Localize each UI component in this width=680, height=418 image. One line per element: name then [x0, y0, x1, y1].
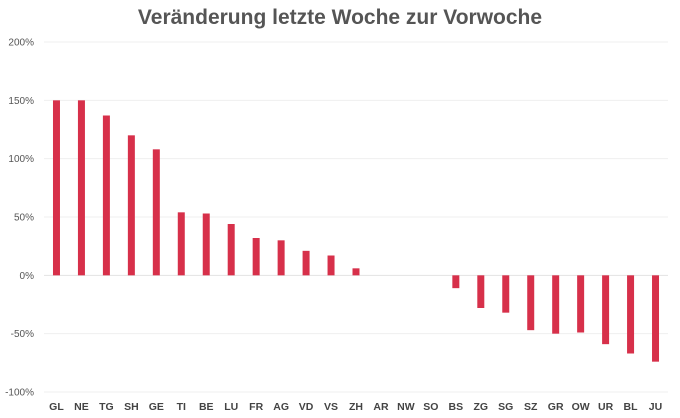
- x-tick-label: NW: [397, 401, 415, 413]
- bar-zh: [352, 268, 360, 276]
- x-tick-label: TG: [99, 401, 114, 413]
- x-tick-label: GE: [149, 401, 164, 413]
- bar-sh: [127, 135, 135, 276]
- chart-title: Veränderung letzte Woche zur Vorwoche: [137, 6, 543, 29]
- x-tick-label: GL: [49, 401, 64, 413]
- y-tick-label: 50%: [14, 213, 34, 224]
- x-tick-label: BE: [199, 401, 214, 413]
- x-tick-label: OW: [572, 401, 590, 413]
- bar-gl: [52, 100, 60, 276]
- bars: [52, 100, 660, 362]
- x-tick-label: SO: [423, 401, 438, 413]
- x-axis-labels: GL NE TG SH GE TI BE LU FR AG VD VS ZH AR NW SO BS ZG SG SZ…: [49, 401, 662, 413]
- bar-vs: [327, 255, 335, 276]
- bar-be: [202, 213, 210, 276]
- bar-lu: [227, 224, 235, 276]
- bar-ju: [652, 275, 660, 362]
- x-tick-label: ZH: [349, 401, 363, 413]
- bar-bl: [627, 275, 635, 354]
- bar-sg: [502, 275, 510, 313]
- bar-bs: [452, 275, 460, 289]
- x-tick-label: ZG: [474, 401, 489, 413]
- y-tick-label: -50%: [11, 329, 34, 340]
- x-tick-label: VD: [299, 401, 314, 413]
- x-tick-label: BL: [624, 401, 639, 413]
- x-tick-label: SG: [498, 401, 513, 413]
- x-tick-label: AG: [273, 401, 289, 413]
- bar-ti: [177, 212, 185, 276]
- y-tick-label: 200%: [8, 38, 34, 49]
- gridlines: [44, 41, 668, 393]
- x-tick-label: AR: [373, 401, 389, 413]
- bar-gr: [552, 275, 560, 334]
- bar-ge: [152, 149, 160, 276]
- bar-ag: [277, 240, 285, 276]
- bar-ur: [602, 275, 610, 345]
- y-tick-label: -100%: [5, 388, 34, 399]
- bar-ow: [577, 275, 585, 333]
- x-tick-label: GR: [548, 401, 564, 413]
- x-tick-label: LU: [224, 401, 238, 413]
- x-tick-label: UR: [598, 401, 614, 413]
- x-tick-label: VS: [324, 401, 338, 413]
- y-tick-label: 150%: [8, 96, 34, 107]
- bar-zg: [477, 275, 485, 308]
- bar-vd: [302, 250, 310, 276]
- x-tick-label: BS: [449, 401, 464, 413]
- x-tick-label: FR: [249, 401, 263, 413]
- y-tick-label: 0%: [20, 271, 35, 282]
- x-tick-label: TI: [177, 401, 186, 413]
- bar-sz: [527, 275, 535, 331]
- y-axis-ticks: 200% 150% 100% 50% 0% -50% -100%: [5, 38, 34, 399]
- bar-tg: [102, 115, 110, 276]
- y-tick-label: 100%: [8, 154, 34, 165]
- x-tick-label: NE: [74, 401, 89, 413]
- x-tick-label: SZ: [524, 401, 538, 413]
- x-tick-label: JU: [649, 401, 662, 413]
- x-tick-label: SH: [124, 401, 139, 413]
- bar-ne: [77, 100, 85, 276]
- bar-fr: [252, 238, 260, 276]
